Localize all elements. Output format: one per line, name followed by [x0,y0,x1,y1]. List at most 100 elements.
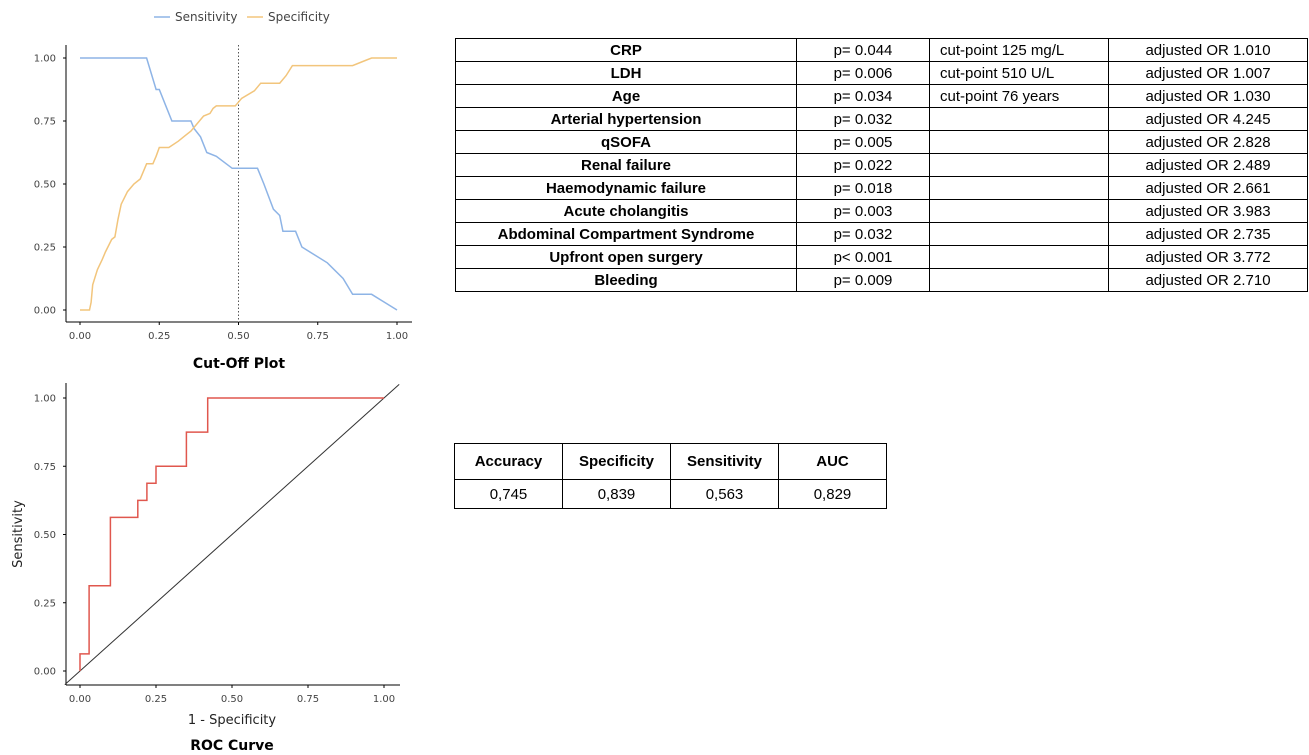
cutoff-y-tick-label: 1.00 [34,54,56,65]
p-value-cell: p= 0.022 [796,153,930,177]
adjusted-or-cell: adjusted OR 2.710 [1108,268,1308,292]
value-specificity: 0,839 [562,479,671,509]
cutoff-ticks: 0.00 0.25 0.50 0.75 1.00 0.00 0.25 0.50 0.75 1.00 [34,54,408,343]
header-specificity: Specificity [562,443,671,480]
header-auc: AUC [778,443,887,480]
metrics-header-row: Accuracy Specificity Sensitivity AUC [454,443,887,480]
cut-point-cell: cut-point 125 mg/L [929,38,1109,62]
adjusted-or-cell: adjusted OR 3.983 [1108,199,1308,223]
cut-point-cell [929,222,1109,246]
roc-plot-title: ROC Curve [190,738,274,754]
roc-y-tick-label: 0.50 [34,530,56,541]
cut-point-cell [929,130,1109,154]
legend-label-specificity: Specificity [268,10,330,24]
roc-ticks: 0.00 0.25 0.50 0.75 1.00 0.00 0.25 0.50 0.75 1.00 [34,394,395,706]
adjusted-or-cell: adjusted OR 1.010 [1108,38,1308,62]
variable-cell: CRP [455,38,797,62]
cutoff-x-tick-label: 0.25 [148,331,170,342]
roc-y-tick-label: 0.00 [34,667,56,678]
table-row: qSOFA p= 0.005 adjusted OR 2.828 [455,130,1308,154]
header-sensitivity: Sensitivity [670,443,779,480]
value-sensitivity: 0,563 [670,479,779,509]
table-row: CRP p= 0.044 cut-point 125 mg/L adjusted OR… [455,38,1308,62]
variable-cell: Upfront open surgery [455,245,797,269]
p-value-cell: p= 0.005 [796,130,930,154]
cut-point-cell [929,176,1109,200]
adjusted-or-cell: adjusted OR 2.828 [1108,130,1308,154]
specificity-series-line [80,57,397,311]
roc-y-label: Sensitivity [11,500,26,568]
p-value-cell: p= 0.009 [796,268,930,292]
adjusted-or-cell: adjusted OR 2.735 [1108,222,1308,246]
variable-cell: Age [455,84,797,108]
variable-cell: Acute cholangitis [455,199,797,223]
roc-y-tick-label: 0.75 [34,462,56,473]
variable-cell: Bleeding [455,268,797,292]
table-row: Haemodynamic failure p= 0.018 adjusted OR … [455,176,1308,200]
cutoff-plot: Sensitivity Specificity 0.00 0.25 0.50 0.75… [34,10,412,372]
p-value-cell: p= 0.003 [796,199,930,223]
variable-cell: qSOFA [455,130,797,154]
p-value-cell: p= 0.034 [796,84,930,108]
table-row: Acute cholangitis p= 0.003 adjusted OR 3.9… [455,199,1308,223]
adjusted-or-cell: adjusted OR 2.489 [1108,153,1308,177]
adjusted-or-cell: adjusted OR 1.007 [1108,61,1308,85]
roc-x-tick-label: 0.25 [145,694,167,705]
variable-cell: Arterial hypertension [455,107,797,131]
p-value-cell: p= 0.044 [796,38,930,62]
table-row: Arterial hypertension p= 0.032 adjusted OR… [455,107,1308,131]
cutoff-x-tick-label: 0.50 [227,331,249,342]
variable-cell: Renal failure [455,153,797,177]
table-row: Age p= 0.034 cut-point 76 years adjusted OR… [455,84,1308,108]
p-value-cell: p= 0.006 [796,61,930,85]
roc-x-label: 1 - Specificity [188,713,277,728]
adjusted-or-cell: adjusted OR 4.245 [1108,107,1308,131]
cutoff-y-tick-label: 0.75 [34,117,56,128]
p-value-cell: p= 0.018 [796,176,930,200]
cutoff-y-tick-label: 0.00 [34,306,56,317]
cut-point-cell [929,199,1109,223]
table-row: Upfront open surgery p< 0.001 adjusted OR … [455,245,1308,269]
cutoff-plot-title: Cut-Off Plot [193,356,286,372]
cut-point-cell [929,107,1109,131]
p-value-cell: p= 0.032 [796,222,930,246]
header-accuracy: Accuracy [454,443,563,480]
roc-reference-diagonal [64,383,400,686]
model-metrics-table: Accuracy Specificity Sensitivity AUC 0,7… [454,443,887,509]
p-value-cell: p< 0.001 [796,245,930,269]
adjusted-odds-ratio-table: CRP p= 0.044 cut-point 125 mg/L adjusted OR… [455,38,1308,292]
cut-point-cell [929,245,1109,269]
variable-cell: LDH [455,61,797,85]
cutoff-x-tick-label: 0.75 [307,331,329,342]
cut-point-cell [929,268,1109,292]
cutoff-x-tick-label: 0.00 [69,331,91,342]
roc-curve-plot: 0.00 0.25 0.50 0.75 1.00 0.00 0.25 0.50 0.75 1.00… [11,383,400,754]
cutoff-y-tick-label: 0.50 [34,180,56,191]
value-accuracy: 0,745 [454,479,563,509]
charts-canvas: Sensitivity Specificity 0.00 0.25 0.50 0.75… [11,10,412,754]
sensitivity-series-line [80,57,398,311]
cutoff-x-tick-label: 1.00 [386,331,408,342]
cut-point-cell [929,153,1109,177]
table-row: Renal failure p= 0.022 adjusted OR 2.489 [455,153,1308,177]
roc-x-tick-label: 0.75 [297,694,319,705]
cutoff-y-tick-label: 0.25 [34,243,56,254]
adjusted-or-cell: adjusted OR 1.030 [1108,84,1308,108]
roc-y-tick-label: 0.25 [34,598,56,609]
p-value-cell: p= 0.032 [796,107,930,131]
cut-point-cell: cut-point 76 years [929,84,1109,108]
cutoff-legend: Sensitivity Specificity [154,10,330,24]
variable-cell: Abdominal Compartment Syndrome [455,222,797,246]
roc-x-tick-label: 1.00 [373,694,395,705]
adjusted-or-cell: adjusted OR 2.661 [1108,176,1308,200]
table-row: Bleeding p= 0.009 adjusted OR 2.710 [455,268,1308,292]
adjusted-or-cell: adjusted OR 3.772 [1108,245,1308,269]
roc-y-tick-label: 1.00 [34,394,56,405]
table-row: Abdominal Compartment Syndrome p= 0.032 ad… [455,222,1308,246]
legend-label-sensitivity: Sensitivity [175,10,237,24]
roc-x-tick-label: 0.50 [221,694,243,705]
cut-point-cell: cut-point 510 U/L [929,61,1109,85]
roc-series-line [79,397,384,671]
roc-x-tick-label: 0.00 [69,694,91,705]
variable-cell: Haemodynamic failure [455,176,797,200]
